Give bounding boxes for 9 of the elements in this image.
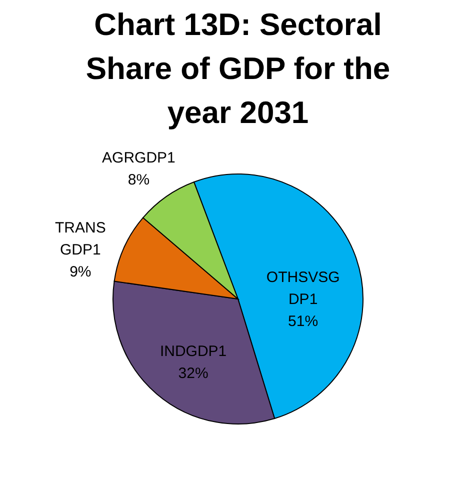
data-label: 51% xyxy=(288,312,318,330)
data-label: 8% xyxy=(128,171,150,188)
slice-label: OTHSVSGDP1 xyxy=(266,268,340,308)
data-label: 9% xyxy=(70,264,92,281)
slice-label: INDGDP1 xyxy=(160,343,227,360)
slice-label: AGRGDP1 xyxy=(102,149,176,166)
slice-label: TRANS GDP1 xyxy=(54,220,106,259)
chart-title: Chart 13D: Sectoral Share of GDP for the year 2031 xyxy=(86,7,390,130)
data-label: 32% xyxy=(178,365,208,382)
